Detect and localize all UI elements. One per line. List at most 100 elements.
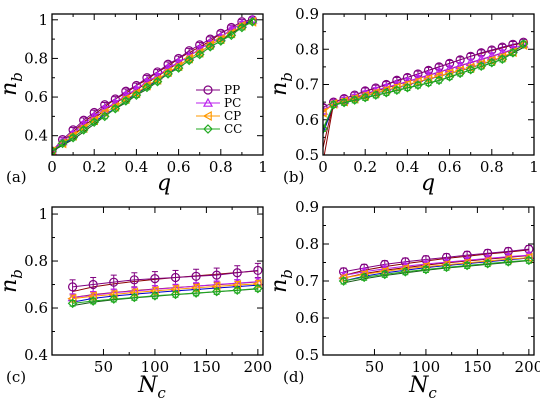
- point-CC: [465, 64, 476, 75]
- data-line-CC: [52, 21, 253, 152]
- y-tick-label: 0.4: [24, 346, 48, 364]
- y-axis-title-main: n: [0, 82, 22, 96]
- point-CC: [441, 262, 452, 273]
- series-CC: [338, 255, 534, 286]
- point-PP: [253, 265, 263, 276]
- y-tick-label: 0.8: [295, 40, 319, 58]
- y-tick-label: 0.8: [24, 49, 48, 67]
- point-CC: [89, 117, 100, 128]
- y-tick-label: 0.6: [24, 299, 48, 317]
- point-PP: [88, 279, 98, 290]
- legend-label-PC: PC: [224, 96, 241, 110]
- x-axis-title-main: q: [157, 171, 171, 196]
- y-tick-label: 0.9: [295, 5, 319, 23]
- point-PP: [212, 270, 222, 280]
- panel-c: 50 100 150 200 0.4 0.6 0.8 1 Nc nb (c): [0, 205, 272, 402]
- plot-frame: [51, 13, 264, 156]
- y-axis-title-sub: b: [8, 269, 26, 279]
- point-CC: [110, 103, 121, 114]
- series-CP: [67, 278, 262, 304]
- x-axis-title: Nc: [408, 373, 437, 402]
- point-CC: [237, 22, 247, 33]
- point-PP: [129, 275, 139, 285]
- point-CC: [402, 82, 413, 93]
- plot-frame: [322, 13, 535, 156]
- point-CC: [173, 63, 184, 73]
- y-axis-title: nb: [267, 269, 296, 293]
- point-CC: [328, 99, 339, 110]
- plot-frame: [51, 206, 264, 356]
- point-CC: [381, 87, 392, 98]
- fit-line-CP: [72, 284, 258, 303]
- data-line-CP: [72, 283, 258, 300]
- data-line-PP: [343, 248, 529, 273]
- point-PP: [67, 282, 78, 292]
- point-CC: [434, 75, 444, 86]
- point-CC: [226, 30, 237, 41]
- data-line-PP: [72, 269, 258, 288]
- point-PP: [170, 272, 181, 283]
- point-CC: [253, 283, 263, 294]
- point-CC: [194, 49, 205, 60]
- legend-label-PP: PP: [224, 83, 240, 97]
- panel-tag: (a): [6, 168, 27, 186]
- point-CC: [52, 146, 57, 155]
- y-tick-label: 0.8: [24, 252, 48, 270]
- series-CC: [323, 39, 529, 134]
- series-PP: [67, 262, 263, 295]
- point-CP: [323, 107, 327, 118]
- point-CC: [455, 68, 465, 79]
- point-CC: [400, 266, 411, 277]
- y-tick-label: 0.9: [295, 198, 319, 216]
- y-axis-title: nb: [267, 72, 296, 96]
- x-tick-label: 50: [94, 358, 113, 376]
- y-tick-label: 0.7: [295, 272, 319, 290]
- point-CC: [68, 132, 78, 143]
- data-line-CP: [343, 257, 529, 279]
- point-CC: [78, 125, 89, 135]
- data-line-PC: [343, 254, 529, 276]
- point-CC: [497, 54, 508, 64]
- point-CC: [142, 82, 152, 93]
- point-CC: [99, 111, 110, 122]
- x-axis-title-main: q: [421, 171, 435, 196]
- x-axis-title-main: N: [408, 373, 429, 398]
- point-CC: [360, 92, 371, 103]
- point-CC: [232, 285, 243, 296]
- x-axis-title-main: N: [137, 373, 158, 398]
- x-tick-label: 0.2: [353, 158, 377, 176]
- y-tick-label: 1: [38, 11, 48, 29]
- x-axis-title: q: [421, 171, 435, 196]
- y-tick-label: 0.6: [24, 88, 48, 106]
- point-PC: [52, 145, 58, 155]
- plot-area: [338, 244, 534, 286]
- y-tick-label: 1: [38, 205, 48, 223]
- series-CC: [52, 16, 258, 155]
- point-CC: [476, 61, 487, 72]
- y-axis-title-main: n: [267, 279, 292, 293]
- x-tick-label: 0.4: [395, 158, 419, 176]
- fit-line-PP: [343, 249, 529, 276]
- series-PC: [338, 249, 534, 280]
- x-tick-label: 1: [529, 158, 539, 176]
- plot-area: [323, 37, 529, 155]
- y-axis-title-main: n: [267, 82, 292, 96]
- data-line-CC: [343, 259, 529, 282]
- x-tick-label: 200: [515, 358, 540, 376]
- point-CC: [247, 16, 258, 27]
- point-CC: [486, 57, 497, 68]
- fit-line-CC: [343, 260, 529, 284]
- y-axis-title-sub: b: [278, 72, 296, 82]
- x-tick-label: 150: [192, 358, 221, 376]
- series-CC: [67, 283, 263, 309]
- x-tick-label: 50: [365, 358, 384, 376]
- point-CC: [211, 286, 222, 297]
- point-CC: [508, 47, 518, 58]
- y-axis-title-sub: b: [278, 269, 296, 279]
- point-CC: [150, 290, 160, 301]
- legend-marker-PP: [203, 85, 213, 95]
- point-CC: [339, 97, 349, 108]
